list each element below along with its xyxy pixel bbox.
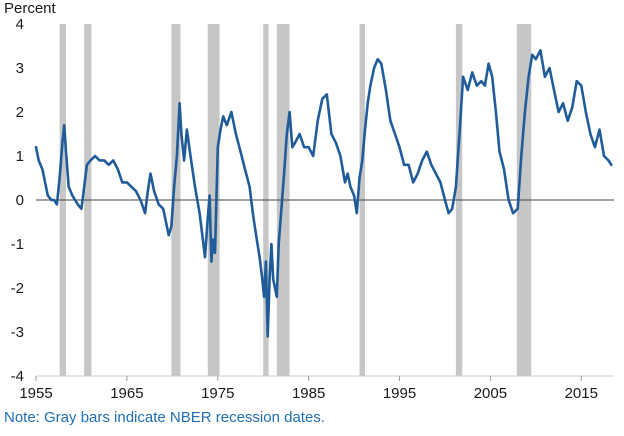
y-tick-label: -2 [11,280,24,297]
y-tick-label: 0 [16,192,24,209]
y-tick-label: 4 [16,16,24,33]
x-tick-label: 1965 [110,385,143,402]
y-tick-label: -1 [11,236,24,253]
y-tick-label: 3 [16,60,24,77]
x-tick-label: 1985 [292,385,325,402]
y-axis-unit-label: Percent [4,0,57,17]
series-layer [34,49,613,338]
y-tick-label: 1 [16,148,24,165]
x-tick-label: 2015 [565,385,598,402]
y-tick-label: 2 [16,104,24,121]
x-tick-label: 1995 [383,385,416,402]
x-tick-label: 2005 [474,385,507,402]
x-tick-label: 1955 [19,385,52,402]
y-tick-label: -4 [11,368,24,385]
x-tick-label: 1975 [201,385,234,402]
series-line [34,49,613,338]
chart-footnote: Note: Gray bars indicate NBER recession … [4,409,325,426]
y-tick-label: -3 [11,324,24,341]
chart-axes: -4 -3 -2 -1 0 1 2 3 4 1955 1965 1975 1985 1995 2005 201… [11,16,614,402]
